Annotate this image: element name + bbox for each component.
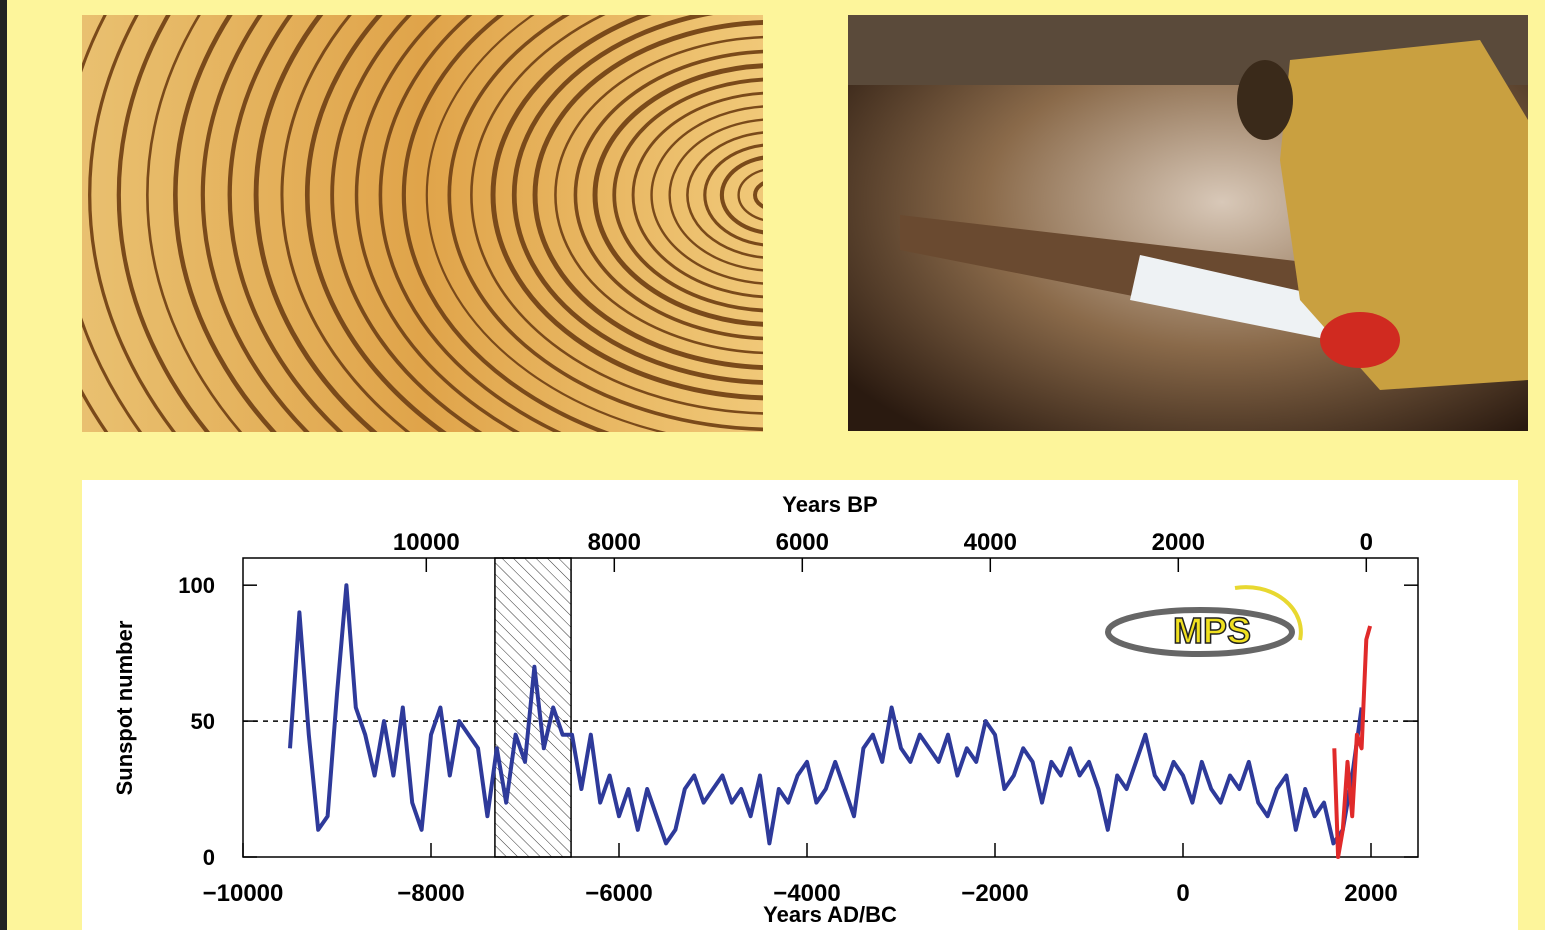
x-tick-label: 0 (1176, 880, 1189, 907)
x-tick-label: −2000 (961, 880, 1028, 907)
series-line (1334, 626, 1370, 857)
top-tick-label: 0 (1360, 529, 1373, 556)
y-tick-label: 0 (203, 845, 215, 870)
top-tick-label: 4000 (964, 529, 1017, 556)
x-tick-label: −4000 (773, 880, 840, 907)
plot-frame (243, 558, 1418, 857)
chart: Years BP Years AD/BC Sunspot number MPS … (0, 0, 1545, 930)
x-tick-label: 2000 (1344, 880, 1397, 907)
x-tick-label: −10000 (203, 880, 284, 907)
y-axis-title: Sunspot number (112, 620, 137, 795)
top-tick-label: 6000 (776, 529, 829, 556)
y-tick-label: 50 (191, 709, 215, 734)
top-tick-label: 8000 (588, 529, 641, 556)
x-tick-label: −6000 (585, 880, 652, 907)
logo: MPS (1108, 587, 1301, 654)
logo-text: MPS (1173, 610, 1251, 651)
top-tick-label: 2000 (1152, 529, 1205, 556)
shaded-span (495, 558, 571, 857)
x-tick-label: −8000 (397, 880, 464, 907)
y-tick-label: 100 (178, 573, 215, 598)
top-axis-title: Years BP (782, 492, 877, 517)
slide: Years BP Years AD/BC Sunspot number MPS … (0, 0, 1545, 930)
top-tick-label: 10000 (393, 529, 460, 556)
